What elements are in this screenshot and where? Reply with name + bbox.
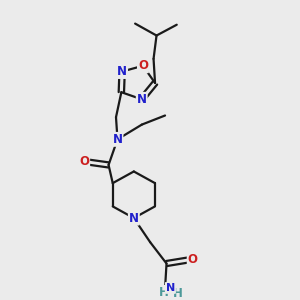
Text: N: N bbox=[117, 65, 127, 78]
Text: O: O bbox=[188, 253, 198, 266]
Text: N: N bbox=[129, 212, 139, 225]
Text: H: H bbox=[172, 287, 182, 300]
Text: N: N bbox=[166, 283, 175, 293]
Text: N: N bbox=[137, 93, 147, 106]
Text: H: H bbox=[159, 286, 169, 299]
Text: O: O bbox=[138, 59, 148, 72]
Text: N: N bbox=[112, 133, 122, 146]
Text: O: O bbox=[79, 155, 89, 168]
